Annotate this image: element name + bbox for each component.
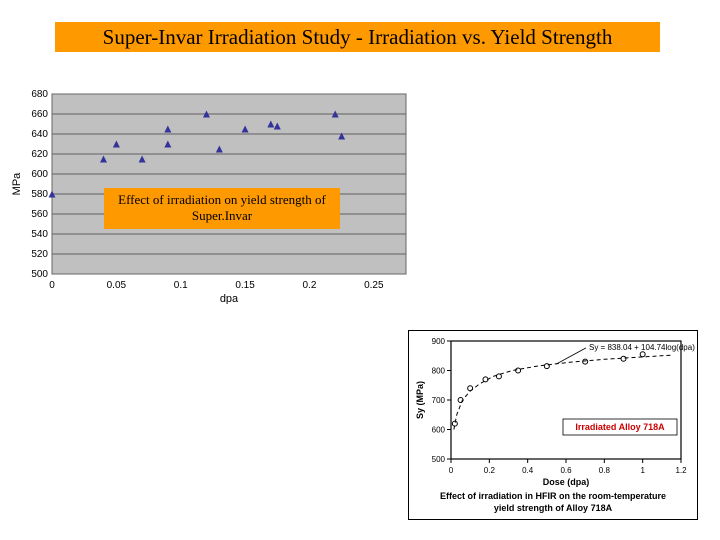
svg-text:0: 0 — [49, 280, 55, 291]
svg-text:0.1: 0.1 — [174, 280, 188, 291]
svg-text:Dose (dpa): Dose (dpa) — [543, 477, 590, 487]
svg-text:yield strength of Alloy 718A: yield strength of Alloy 718A — [494, 503, 613, 513]
svg-text:Irradiated Alloy 718A: Irradiated Alloy 718A — [575, 422, 665, 432]
svg-text:700: 700 — [432, 396, 446, 405]
svg-text:1: 1 — [640, 466, 645, 475]
svg-text:Sy = 838.04 + 104.74log(dpa): Sy = 838.04 + 104.74log(dpa) — [589, 343, 695, 352]
page-title: Super-Invar Irradiation Study - Irradiat… — [55, 22, 660, 52]
svg-text:0: 0 — [449, 466, 454, 475]
svg-text:dpa: dpa — [220, 293, 239, 304]
svg-text:520: 520 — [31, 249, 48, 260]
svg-text:640: 640 — [31, 129, 48, 140]
main-chart-caption: Effect of irradiation on yield strength … — [104, 188, 340, 229]
svg-text:560: 560 — [31, 209, 48, 220]
svg-text:MPa: MPa — [11, 172, 23, 196]
svg-text:0.25: 0.25 — [364, 280, 384, 291]
svg-text:Effect of irradiation in HFIR: Effect of irradiation in HFIR on the roo… — [440, 491, 666, 501]
svg-text:500: 500 — [31, 269, 48, 280]
svg-text:660: 660 — [31, 109, 48, 120]
svg-text:0.05: 0.05 — [107, 280, 127, 291]
svg-text:0.4: 0.4 — [522, 466, 534, 475]
inset-chart: 0 0.2 0.4 0.6 0.8 1 1.2 500 600 700 800 900 Dose (dp… — [408, 330, 698, 520]
svg-text:0.8: 0.8 — [599, 466, 611, 475]
svg-text:800: 800 — [432, 367, 446, 376]
svg-text:500: 500 — [432, 455, 446, 464]
svg-text:0.6: 0.6 — [560, 466, 572, 475]
svg-text:0.2: 0.2 — [484, 466, 496, 475]
svg-text:Sy (MPa): Sy (MPa) — [415, 381, 425, 419]
svg-text:0.2: 0.2 — [303, 280, 317, 291]
svg-text:900: 900 — [432, 337, 446, 346]
svg-text:680: 680 — [31, 89, 48, 100]
svg-text:600: 600 — [432, 426, 446, 435]
svg-text:620: 620 — [31, 149, 48, 160]
svg-text:0.15: 0.15 — [235, 280, 255, 291]
svg-text:1.2: 1.2 — [675, 466, 687, 475]
svg-text:600: 600 — [31, 169, 48, 180]
svg-text:540: 540 — [31, 229, 48, 240]
svg-text:580: 580 — [31, 189, 48, 200]
